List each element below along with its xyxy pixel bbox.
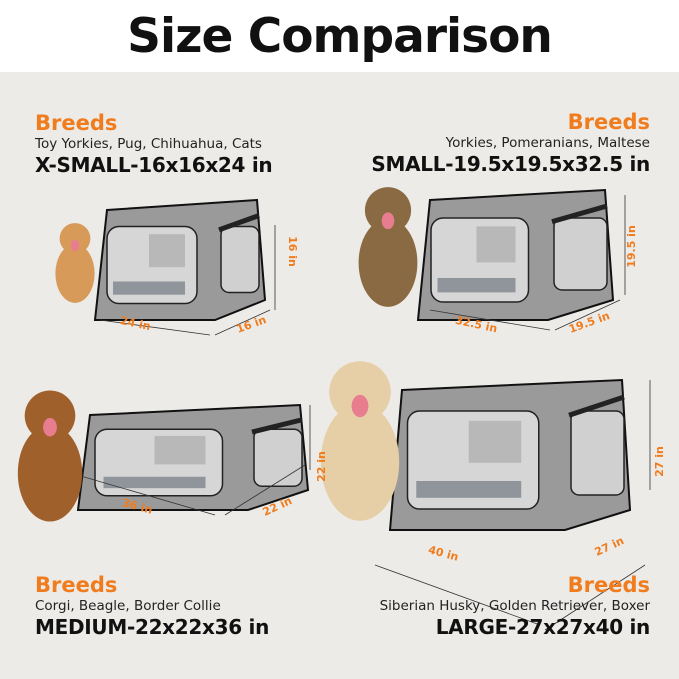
size-dims: -19.5x19.5x32.5 in — [445, 152, 650, 176]
height-label: 16 in — [285, 236, 299, 267]
yorkie-body — [358, 218, 418, 307]
golden-retriever-tongue — [351, 394, 369, 418]
large-handle — [568, 394, 625, 418]
size-medium-info: Breeds Corgi, Beagle, Border Collie MEDI… — [35, 573, 269, 639]
size-dims: -16x16x24 in — [130, 153, 273, 177]
breeds-label: Breeds — [567, 573, 650, 597]
medium-side-mesh-window — [253, 428, 303, 487]
breeds-list: Toy Yorkies, Pug, Chihuahua, Cats — [35, 136, 262, 152]
small-floor-mat — [437, 278, 516, 293]
breeds-label: Breeds — [567, 110, 650, 134]
height-label: 27 in — [652, 446, 666, 477]
beagle-tongue — [43, 418, 57, 437]
xsmall-floor-mat — [113, 281, 185, 295]
header: Size Comparison — [0, 0, 679, 72]
small-back-mesh-window — [476, 226, 516, 263]
large-width-arrow — [544, 564, 646, 631]
kitten-head — [59, 223, 91, 254]
xsmall-length-arrow — [99, 319, 211, 336]
height-label: 19.5 in — [624, 225, 638, 268]
size-large-info: Breeds Siberian Husky, Golden Retriever,… — [379, 573, 651, 639]
beagle-head — [24, 390, 76, 442]
large-length-arrow — [374, 564, 541, 626]
size-dims: -22x22x36 in — [126, 615, 270, 639]
size-xsmall-info: Breeds Toy Yorkies, Pug, Chihuahua, Cats… — [35, 111, 273, 177]
large-floor-mat — [416, 481, 522, 498]
small-side-mesh-window — [553, 217, 608, 291]
breeds-list: Siberian Husky, Golden Retriever, Boxer — [379, 598, 650, 614]
breeds-list: Corgi, Beagle, Border Collie — [35, 598, 221, 614]
medium-floor-mat — [103, 476, 206, 489]
golden-retriever-head — [329, 361, 391, 423]
page-title: Size Comparison — [127, 8, 553, 64]
large-back-mesh-window — [468, 420, 522, 463]
size-name: LARGE — [435, 615, 509, 639]
size-dims: -27x27x40 in — [507, 615, 650, 639]
golden-retriever-body — [320, 403, 400, 521]
medium-width-arrow — [224, 464, 306, 516]
size-small-info: Breeds Yorkies, Pomeranians, Maltese SMA… — [371, 110, 650, 176]
height-label: 22 in — [314, 451, 328, 482]
breeds-label: Breeds — [35, 573, 118, 597]
medium-handle — [251, 417, 303, 435]
breeds-label: Breeds — [35, 111, 118, 135]
large-side-mesh-window — [570, 410, 625, 496]
xsmall-width-arrow — [214, 309, 271, 336]
size-name: SMALL — [371, 152, 446, 176]
xsmall-back-mesh-window — [149, 234, 185, 268]
yorkie-head — [364, 187, 412, 234]
kitten-body — [55, 244, 95, 303]
beagle-body — [17, 424, 83, 522]
xsmall-handle — [218, 213, 260, 233]
kitten-tongue — [70, 239, 80, 252]
small-handle — [551, 203, 608, 225]
xsmall-side-mesh-window — [220, 225, 260, 294]
yorkie-tongue — [381, 212, 395, 230]
breeds-list: Yorkies, Pomeranians, Maltese — [445, 135, 650, 151]
small-length-arrow — [429, 309, 551, 331]
small-width-arrow — [554, 299, 621, 331]
size-name: X-SMALL — [35, 153, 131, 177]
size-name: MEDIUM — [35, 615, 127, 639]
medium-length-arrow — [59, 469, 216, 516]
medium-back-mesh-window — [154, 435, 206, 465]
